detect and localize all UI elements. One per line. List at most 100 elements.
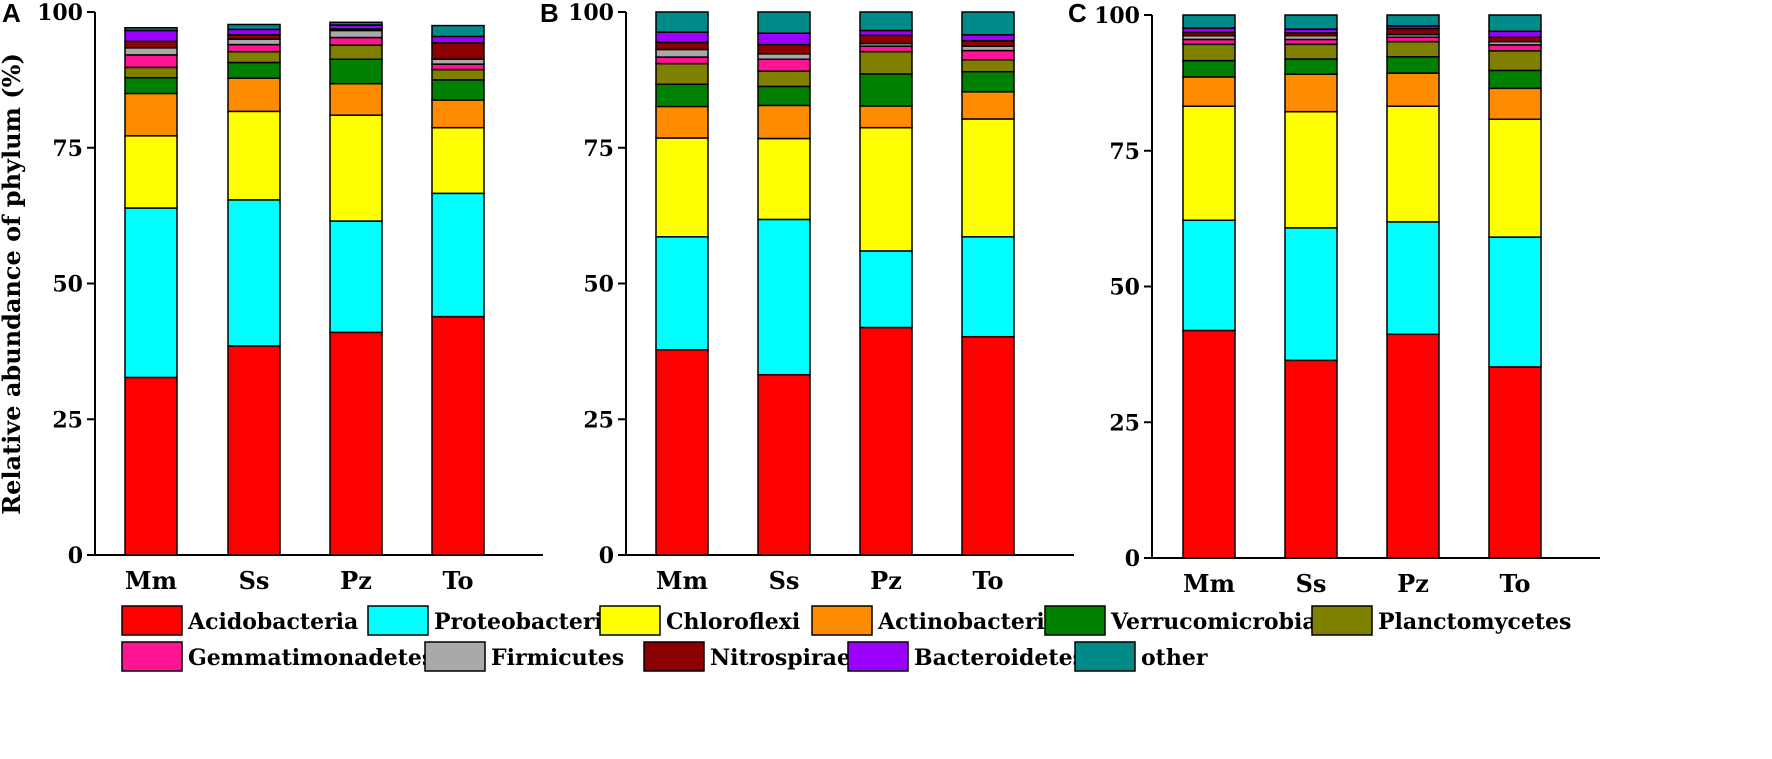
legend-swatch: [121, 641, 183, 672]
bar-segment-acidobacteria: [1386, 333, 1440, 559]
y-tick-label: 25: [1109, 410, 1140, 436]
bar-segment-actinobacteria: [227, 77, 281, 113]
bar-segment-chloroflexi: [757, 137, 811, 221]
x-category-label: To: [1499, 569, 1530, 598]
y-tick-label: 25: [52, 407, 83, 433]
bar-segment-planctomycetes: [227, 50, 281, 64]
bar-segment-verrucomicrobia: [1284, 58, 1338, 75]
bar-segment-proteobacteria: [859, 250, 913, 329]
bar-segment-acidobacteria: [1182, 329, 1236, 559]
bar-segment-firmicutes: [655, 48, 709, 58]
legend-item-bacteroidetes: Bacteroidetes: [847, 641, 1085, 672]
bar-segment-planctomycetes: [1488, 50, 1542, 72]
bar-stack-to: [431, 24, 485, 556]
bar-segment-chloroflexi: [329, 114, 383, 222]
bar-segment-verrucomicrobia: [1182, 59, 1236, 78]
legend-swatch: [121, 605, 183, 636]
legend-item-acidobacteria: Acidobacteria: [121, 605, 358, 636]
bar-segment-chloroflexi: [859, 126, 913, 252]
y-tick-label: 0: [1125, 546, 1140, 572]
bar-segment-actinobacteria: [1386, 72, 1440, 107]
legend-label: Planctomycetes: [1378, 609, 1571, 635]
x-category-label: Mm: [656, 566, 708, 595]
bar-segment-verrucomicrobia: [961, 70, 1015, 93]
bar-segment-other: [961, 11, 1015, 36]
bar-segment-firmicutes: [124, 47, 178, 56]
legend-item-proteobacteria: Proteobacteria: [367, 605, 617, 636]
y-tick-label: 0: [599, 543, 614, 569]
bar-stack-pz: [329, 21, 383, 556]
bar-segment-chloroflexi: [124, 135, 178, 209]
panel-b: 0 25 50 75 100 Mm Ss Pz To: [568, 0, 1074, 595]
bar-stack-mm: [124, 26, 178, 556]
bar-segment-acidobacteria: [859, 326, 913, 556]
legend-label: Firmicutes: [491, 645, 624, 671]
bar-segment-planctomycetes: [757, 70, 811, 88]
bar-segment-verrucomicrobia: [757, 85, 811, 107]
bar-segment-acidobacteria: [227, 345, 281, 556]
bar-segment-nitrospirae: [655, 41, 709, 51]
bar-segment-gemmatimonadetes: [655, 56, 709, 65]
bar-segment-actinobacteria: [757, 104, 811, 140]
legend-item-verrucomicrobia: Verrucomicrobia: [1044, 605, 1317, 636]
bar-segment-other: [1284, 14, 1338, 30]
bar-segment-acidobacteria: [1488, 366, 1542, 559]
bar-stack-to: [961, 11, 1015, 556]
x-category-label: Pz: [340, 566, 372, 595]
bar-segment-actinobacteria: [1488, 87, 1542, 121]
bar-segment-proteobacteria: [329, 220, 383, 334]
bar-segment-acidobacteria: [329, 331, 383, 556]
legend-item-other: other: [1074, 641, 1208, 672]
bar-stack-ss: [227, 23, 281, 556]
y-tick-label: 100: [568, 0, 614, 26]
legend-swatch: [1044, 605, 1106, 636]
bar-segment-nitrospirae: [757, 43, 811, 55]
x-category-label: Ss: [1296, 569, 1327, 598]
legend-item-nitrospirae: Nitrospirae: [643, 641, 851, 672]
panel-letter-b: B: [540, 0, 559, 28]
bar-segment-proteobacteria: [124, 207, 178, 379]
bar-segment-other: [757, 11, 811, 34]
bar-segment-chloroflexi: [1284, 110, 1338, 229]
bar-segment-acidobacteria: [1284, 359, 1338, 559]
bar-segment-verrucomicrobia: [1386, 56, 1440, 74]
panel-a: 0 25 50 75 100 Mm Ss Pz To: [37, 0, 543, 595]
bar-stack-mm: [1182, 14, 1236, 559]
legend-swatch: [847, 641, 909, 672]
y-tick-label: 50: [52, 272, 83, 298]
panel-c: 0 25 50 75 100 Mm Ss Pz To: [1094, 3, 1600, 598]
legend-label: Gemmatimonadetes: [188, 645, 434, 671]
legend-label: Bacteroidetes: [914, 645, 1085, 671]
x-category-label: Pz: [1397, 569, 1429, 598]
bar-segment-gemmatimonadetes: [961, 49, 1015, 61]
bar-segment-planctomycetes: [1386, 40, 1440, 58]
bar-segment-planctomycetes: [655, 62, 709, 85]
x-category-label: Mm: [125, 566, 177, 595]
bar-segment-chloroflexi: [431, 126, 485, 195]
y-tick-label: 50: [1109, 275, 1140, 301]
bar-segment-gemmatimonadetes: [1488, 44, 1542, 52]
bar-segment-acidobacteria: [655, 348, 709, 556]
bar-stack-mm: [655, 11, 709, 556]
legend: Acidobacteria Proteobacteria Chloroflexi Ac…: [121, 605, 1571, 672]
y-tick-label: 100: [1094, 3, 1140, 29]
bar-segment-actinobacteria: [655, 105, 709, 139]
bar-segment-other: [1182, 14, 1236, 29]
legend-swatch: [643, 641, 705, 672]
bar-segment-gemmatimonadetes: [757, 58, 811, 72]
bar-segment-acidobacteria: [757, 373, 811, 556]
y-tick-label: 75: [583, 136, 614, 162]
bar-segment-other: [431, 24, 485, 38]
x-category-label: Ss: [769, 566, 800, 595]
bar-segment-chloroflexi: [227, 110, 281, 201]
bar-segment-proteobacteria: [961, 236, 1015, 338]
bar-segment-gemmatimonadetes: [227, 43, 281, 53]
bar-segment-proteobacteria: [1386, 221, 1440, 336]
bar-segment-other: [655, 11, 709, 33]
legend-label: Chloroflexi: [666, 609, 800, 635]
legend-item-gemmatimonadetes: Gemmatimonadetes: [121, 641, 434, 672]
panel-letter-a: A: [2, 0, 21, 28]
legend-swatch: [599, 605, 661, 636]
bar-segment-gemmatimonadetes: [431, 63, 485, 71]
y-tick-label: 75: [1109, 139, 1140, 165]
